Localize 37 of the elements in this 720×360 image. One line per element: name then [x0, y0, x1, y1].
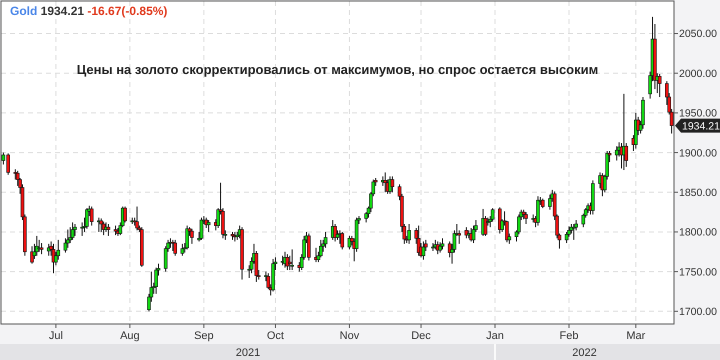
- candlestick: [30, 246, 34, 264]
- x-tick-label: Nov: [340, 330, 360, 342]
- candlestick: [106, 224, 110, 236]
- candlestick: [66, 229, 70, 248]
- candlestick: [324, 231, 328, 248]
- chart-title: Gold 1934.21 -16.67(-0.85%): [10, 4, 168, 18]
- y-tick-label: 1750.00: [679, 266, 718, 278]
- y-tick-label: 1900.00: [679, 147, 718, 160]
- candlestick: [173, 239, 178, 256]
- text: 1934.21: [682, 120, 720, 132]
- candlestick: [614, 146, 619, 162]
- candlestick: [70, 222, 74, 240]
- x-tick-label: Sep: [194, 330, 214, 342]
- text: 2021: [236, 347, 260, 359]
- candlestick: [123, 206, 127, 223]
- candlestick: [390, 176, 394, 193]
- x-tick-label: Mar: [626, 330, 646, 342]
- y-tick-label: 1800.00: [679, 226, 718, 239]
- candlestick: [99, 218, 104, 232]
- x-tick-label: Dec: [411, 330, 432, 342]
- text: 2022: [572, 347, 597, 359]
- candlestick: [438, 242, 442, 254]
- x-tick-label: Jul: [48, 330, 63, 342]
- y-tick-label: 1700.00: [679, 306, 718, 318]
- y-tick-label: 1850.00: [679, 186, 718, 199]
- x-tick-label: Jan: [486, 330, 504, 342]
- candlestick: [348, 235, 352, 250]
- annotation: Цены на золото скорректировались от максимумов, но спрос остается высоким: [76, 62, 598, 77]
- x-tick-label: Aug: [120, 330, 140, 342]
- candlestick: [68, 226, 72, 244]
- y-tick-label: 2050.00: [679, 28, 718, 40]
- candlestick: [206, 220, 210, 232]
- y-tick-label: 1950.00: [679, 108, 718, 120]
- x-tick-label: Feb: [560, 330, 578, 342]
- y-tick-label: 2000.00: [679, 68, 718, 80]
- candlestick: [73, 224, 77, 236]
- x-tick-label: Oct: [266, 330, 284, 342]
